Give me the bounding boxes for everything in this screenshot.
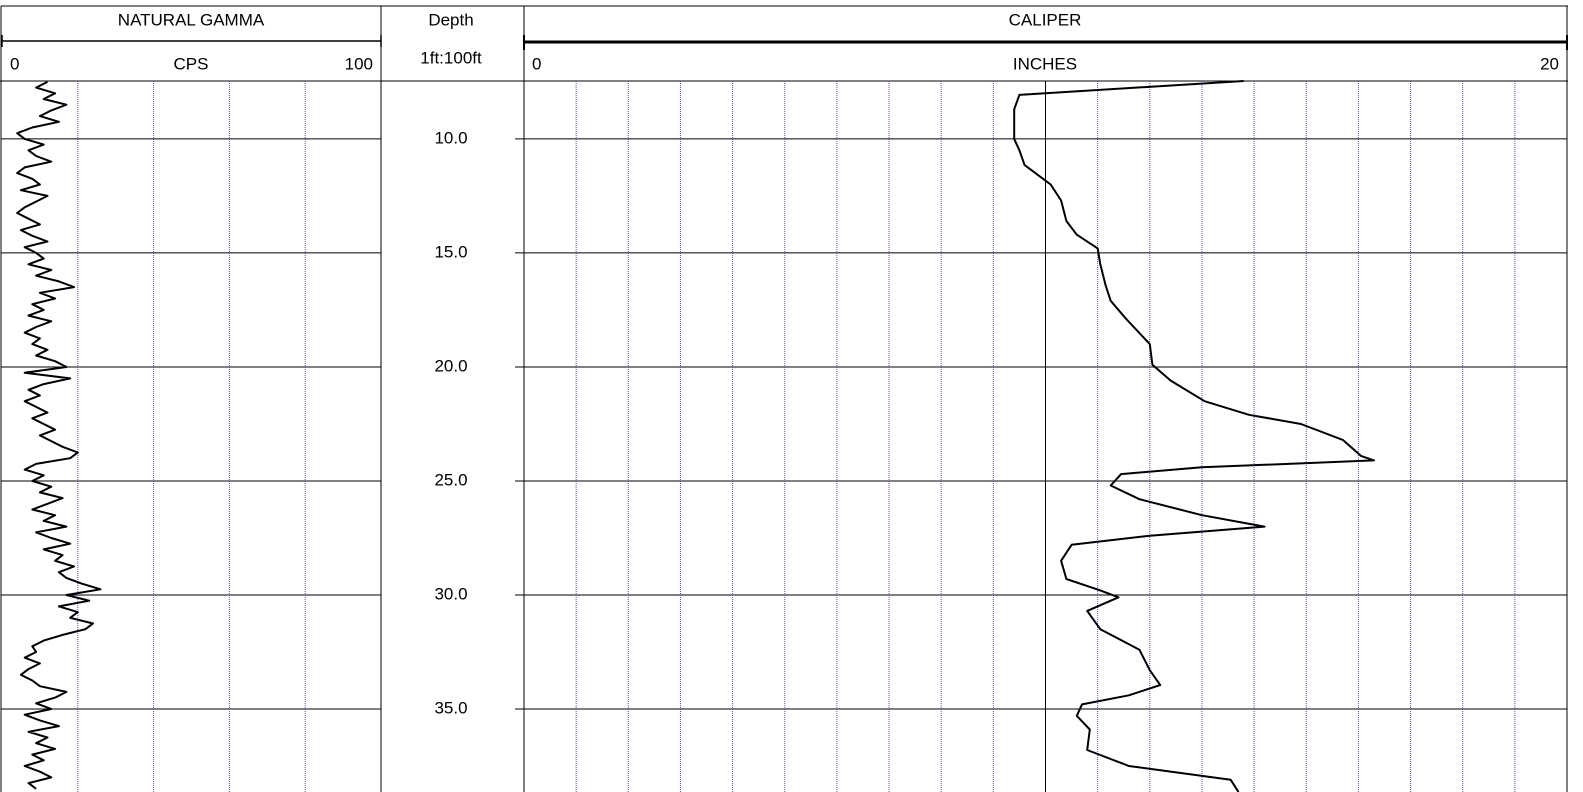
log-curve — [1013, 80, 1375, 792]
x-tick-label: 100 — [345, 54, 373, 73]
depth-label: 10.0 — [434, 128, 467, 147]
x-tick-label: 0 — [532, 54, 541, 73]
scale-label: 1ft:100ft — [420, 48, 482, 67]
x-tick-label: 0 — [10, 54, 19, 73]
x-tick-label: 20 — [1540, 54, 1559, 73]
log-curve — [16, 81, 102, 790]
depth-label: 25.0 — [434, 470, 467, 489]
axis-label: CPS — [174, 54, 209, 73]
axis-label: INCHES — [1013, 54, 1077, 73]
track-title: CALIPER — [1009, 10, 1082, 29]
depth-label: 35.0 — [434, 698, 467, 717]
track-title: NATURAL GAMMA — [118, 10, 265, 29]
depth-label: 20.0 — [434, 356, 467, 375]
depth-label: 30.0 — [434, 584, 467, 603]
depth-label: 15.0 — [434, 242, 467, 261]
track-title: Depth — [428, 10, 473, 29]
